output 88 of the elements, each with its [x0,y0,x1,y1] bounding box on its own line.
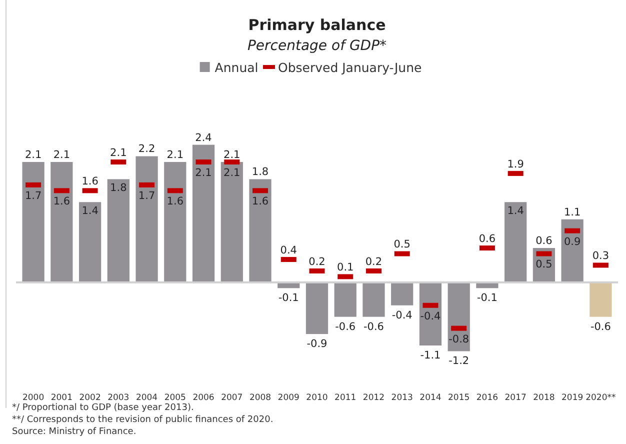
bar [590,282,612,317]
x-tick-label: 2011 [334,393,356,403]
bar [50,162,73,282]
data-label: 1.4 [82,205,99,218]
data-label: 1.6 [82,176,99,188]
data-label: 1.4 [507,205,524,218]
data-label: 0.5 [536,258,552,271]
data-label: 2.1 [110,146,127,159]
x-tick-label: 2006 [192,393,214,403]
bar [334,282,356,317]
x-tick-label: 2009 [278,393,300,403]
x-tick-label: 2002 [79,393,101,403]
bar [306,282,328,334]
legend-label: Annual [214,60,258,75]
data-label: 2.1 [224,148,240,161]
data-label: 1.8 [252,166,269,178]
chart-title: Primary balance [248,16,386,34]
bar [164,162,186,282]
x-tick-label: 2003 [108,393,130,403]
data-label: 2.1 [53,148,70,161]
data-label: 0.1 [337,262,354,274]
data-label: -0.9 [306,338,328,350]
chart-subtitle: Percentage of GDP* [247,38,387,54]
x-tick-label: 2017 [504,393,526,403]
data-label: 1.8 [110,182,127,194]
x-tick-label: 2007 [221,393,243,403]
data-label: 0.3 [592,250,610,262]
data-label: 0.6 [536,235,553,247]
bar [220,162,243,282]
data-label: 2.1 [166,148,184,161]
data-label: -0.1 [476,292,498,304]
x-tick-label: 2001 [50,393,72,403]
data-label: -0.6 [363,320,384,333]
data-label: 1.1 [564,206,581,218]
bar [136,156,158,282]
data-label: -0.1 [278,292,299,304]
data-label: -0.4 [392,309,413,322]
x-tick-label: 2004 [136,393,158,403]
data-label: 0.2 [365,256,382,268]
data-label: 0.9 [564,236,581,248]
data-label: 1.7 [138,190,156,202]
data-label: 0.6 [478,233,496,245]
data-label: 0.4 [280,244,298,256]
x-tick-label: 2000 [22,393,44,403]
data-label: 2.2 [138,143,156,156]
bar [561,219,584,282]
data-label: 2.1 [224,166,240,179]
data-label: 2.4 [195,132,212,144]
data-label: -0.4 [420,310,442,322]
bar [504,202,527,282]
data-label: 0.2 [308,256,326,268]
data-label: -1.2 [448,355,470,368]
bar [22,162,44,282]
data-label: 2.1 [24,148,42,161]
bar [419,282,442,346]
data-label: -0.8 [448,333,470,346]
legend-label: Observed January-June [278,60,422,75]
data-label: 0.5 [394,238,410,251]
text: */ Proportional to GDP (base year 2013). [12,403,194,413]
bar [192,144,215,282]
x-tick-label: 2005 [164,393,186,403]
data-label: 1.6 [53,196,70,208]
data-label: 1.7 [24,190,42,202]
data-label: -0.6 [335,320,356,333]
x-tick-label: 2018 [533,393,555,403]
bar [107,179,130,282]
text: **/ Corresponds to the revision of public finances of 2020. [12,415,274,425]
x-tick-label: 2016 [476,393,498,403]
x-tick-label: 2014 [420,393,442,403]
bar [78,202,102,282]
bar [249,179,272,282]
data-label: 2.1 [195,166,212,179]
bar [362,282,385,317]
bar [391,282,414,306]
x-tick-label: 2015 [448,393,470,403]
bar [448,282,470,352]
data-label: 1.6 [252,196,269,208]
x-tick-label: 2008 [249,393,272,403]
data-label: -1.1 [420,349,441,362]
source-note: Source: Ministry of Finance. [12,427,136,437]
data-label: 1.9 [507,158,524,170]
x-tick-label: 2012 [362,393,385,403]
data-label: -0.6 [590,320,612,333]
x-tick-label: 2010 [306,393,328,403]
data-label: 1.6 [166,196,184,208]
x-tick-label: 2020** [586,393,616,403]
x-tick-label: 2019 [562,393,584,403]
x-tick-label: 2013 [391,393,413,403]
